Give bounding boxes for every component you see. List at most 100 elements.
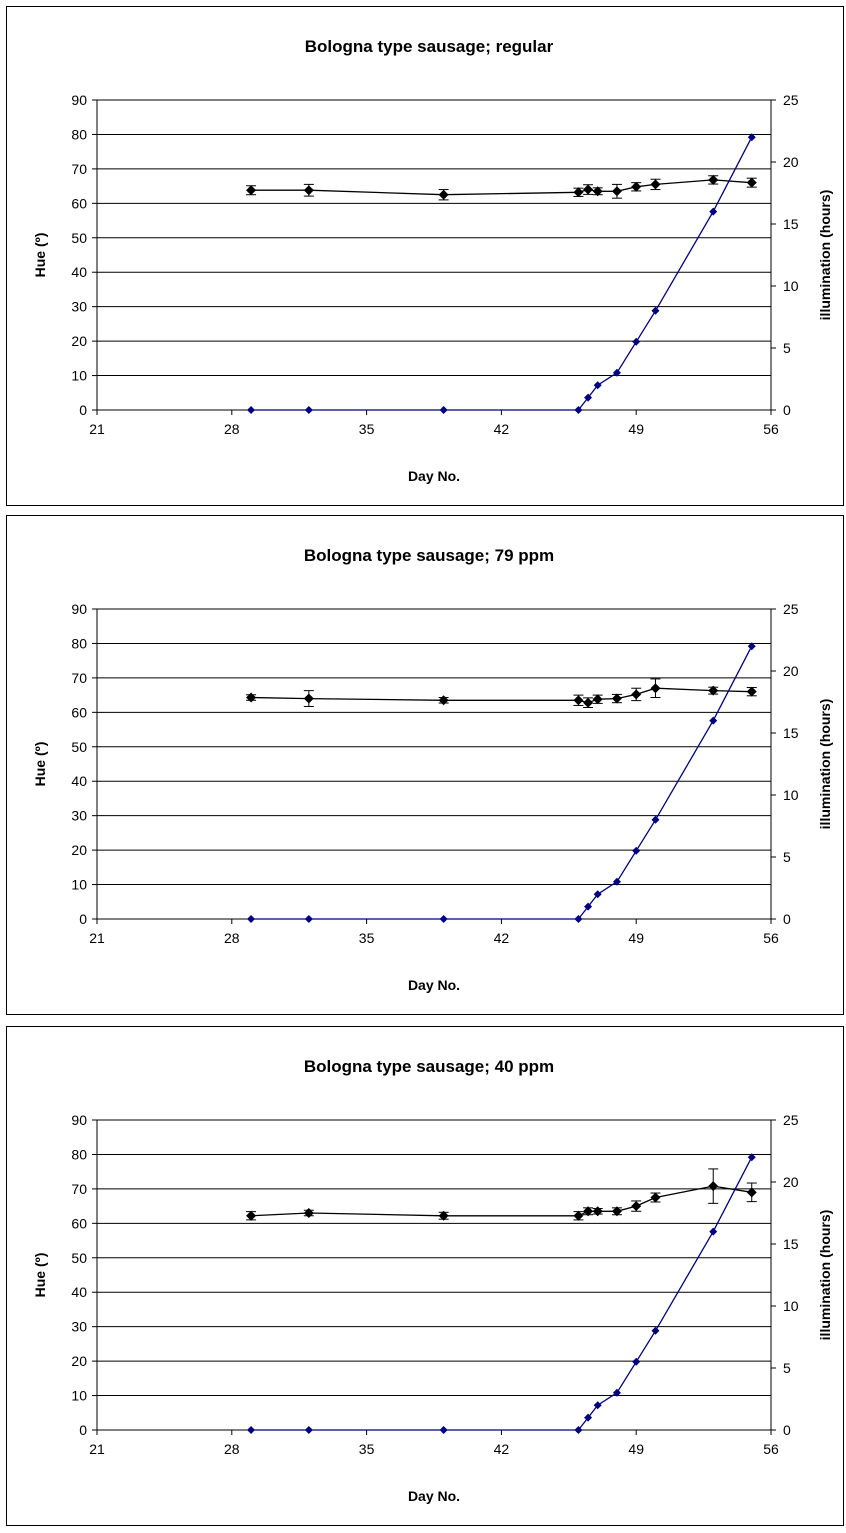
- hue-data-point: [631, 181, 642, 192]
- hue-data-point: [573, 1210, 584, 1221]
- hue-data-point: [650, 683, 661, 694]
- hue-data-point: [303, 185, 314, 196]
- right-tick-label: 0: [783, 1422, 791, 1438]
- illumination-data-point: [593, 381, 602, 390]
- left-tick-label: 80: [71, 1146, 87, 1162]
- hue-data-point: [573, 187, 584, 198]
- hue-data-point: [592, 1206, 603, 1217]
- hue-data-point: [650, 1192, 661, 1203]
- x-tick-label: 28: [224, 1441, 240, 1457]
- hue-data-point: [438, 695, 449, 706]
- illumination-data-point: [574, 406, 583, 414]
- right-tick-label: 20: [783, 1174, 799, 1190]
- illumination-data-point: [574, 1426, 583, 1434]
- hue-data-point: [746, 686, 757, 697]
- illumination-data-point: [612, 368, 621, 377]
- x-tick-label: 56: [763, 1441, 779, 1457]
- illumination-data-point: [247, 915, 256, 923]
- left-tick-label: 20: [71, 842, 87, 858]
- illumination-data-point: [304, 915, 313, 923]
- right-tick-label: 15: [783, 216, 799, 232]
- hue-data-point: [246, 1210, 257, 1221]
- x-tick-label: 21: [89, 421, 105, 437]
- hue-data-point: [246, 185, 257, 196]
- x-tick-label: 21: [89, 930, 105, 946]
- x-tick-label: 49: [628, 1441, 644, 1457]
- illumination-data-point: [709, 207, 718, 216]
- y2-axis-label: illumination (hours): [817, 1210, 833, 1341]
- right-tick-label: 10: [783, 787, 799, 803]
- chart-svg-2: Bologna type sausage; 79 ppm010203040506…: [32, 546, 833, 993]
- x-axis-label: Day No.: [408, 468, 460, 484]
- right-tick-label: 5: [783, 1360, 791, 1376]
- hue-data-point: [583, 184, 594, 195]
- right-tick-label: 10: [783, 278, 799, 294]
- illumination-data-point: [439, 406, 448, 414]
- hue-data-point: [708, 174, 719, 185]
- chart-title: Bologna type sausage; regular: [305, 37, 554, 56]
- x-tick-label: 49: [628, 930, 644, 946]
- illumination-data-point: [593, 890, 602, 899]
- hue-data-point: [246, 692, 257, 703]
- right-tick-label: 0: [783, 911, 791, 927]
- x-tick-label: 21: [89, 1441, 105, 1457]
- hue-data-point: [438, 1210, 449, 1221]
- right-tick-label: 10: [783, 1298, 799, 1314]
- hue-data-point: [631, 689, 642, 700]
- hue-data-point: [611, 186, 622, 197]
- illumination-data-point: [632, 846, 641, 855]
- left-tick-label: 50: [71, 230, 87, 246]
- hue-series-line: [251, 179, 752, 196]
- illumination-data-point: [632, 337, 641, 346]
- x-tick-label: 56: [763, 930, 779, 946]
- y-axis-label: Hue (º): [32, 1253, 48, 1298]
- left-tick-label: 30: [71, 1319, 87, 1335]
- chart-svg-1: Bologna type sausage; regular01020304050…: [32, 37, 833, 484]
- left-tick-label: 90: [71, 92, 87, 108]
- illumination-data-point: [304, 1426, 313, 1434]
- hue-data-point: [583, 1206, 594, 1217]
- left-tick-label: 20: [71, 333, 87, 349]
- illumination-data-point: [747, 1153, 756, 1162]
- right-tick-label: 5: [783, 340, 791, 356]
- hue-data-point: [611, 693, 622, 704]
- chart-svg-3: Bologna type sausage; 40 ppm010203040506…: [32, 1057, 833, 1504]
- illumination-data-point: [439, 915, 448, 923]
- y-axis-label: Hue (º): [32, 233, 48, 278]
- x-tick-label: 28: [224, 421, 240, 437]
- hue-data-point: [611, 1206, 622, 1217]
- right-tick-label: 25: [783, 601, 799, 617]
- left-tick-label: 80: [71, 635, 87, 651]
- illumination-series-line: [251, 136, 753, 411]
- left-tick-label: 0: [79, 402, 87, 418]
- x-tick-label: 35: [359, 421, 375, 437]
- chart-panel-3: Bologna type sausage; 40 ppm 0 10 20 30 40 50 6…: [6, 1026, 844, 1526]
- illumination-data-point: [747, 642, 756, 651]
- left-tick-label: 40: [71, 773, 87, 789]
- right-tick-label: 5: [783, 849, 791, 865]
- right-tick-label: 0: [783, 402, 791, 418]
- left-tick-label: 0: [79, 1422, 87, 1438]
- left-tick-label: 10: [71, 1388, 87, 1404]
- hue-data-point: [583, 697, 594, 708]
- illumination-data-point: [612, 1388, 621, 1397]
- illumination-data-point: [651, 1326, 660, 1335]
- right-tick-label: 20: [783, 154, 799, 170]
- illumination-data-point: [247, 1426, 256, 1434]
- left-tick-label: 90: [71, 1112, 87, 1128]
- x-tick-label: 28: [224, 930, 240, 946]
- illumination-data-point: [593, 1401, 602, 1410]
- hue-data-point: [303, 1208, 314, 1218]
- left-tick-label: 60: [71, 704, 87, 720]
- illumination-series-line: [251, 645, 753, 920]
- x-tick-label: 56: [763, 421, 779, 437]
- illumination-data-point: [709, 1227, 718, 1236]
- hue-data-point: [746, 177, 757, 188]
- right-tick-label: 25: [783, 1112, 799, 1128]
- chart-panel-1: Bologna type sausage; regular 0 10 20 30 40 50…: [6, 6, 844, 506]
- hue-series-line: [251, 1185, 752, 1217]
- chart-title: Bologna type sausage; 40 ppm: [304, 1057, 554, 1076]
- x-tick-label: 49: [628, 421, 644, 437]
- illumination-data-point: [574, 915, 583, 923]
- illumination-data-point: [304, 406, 313, 414]
